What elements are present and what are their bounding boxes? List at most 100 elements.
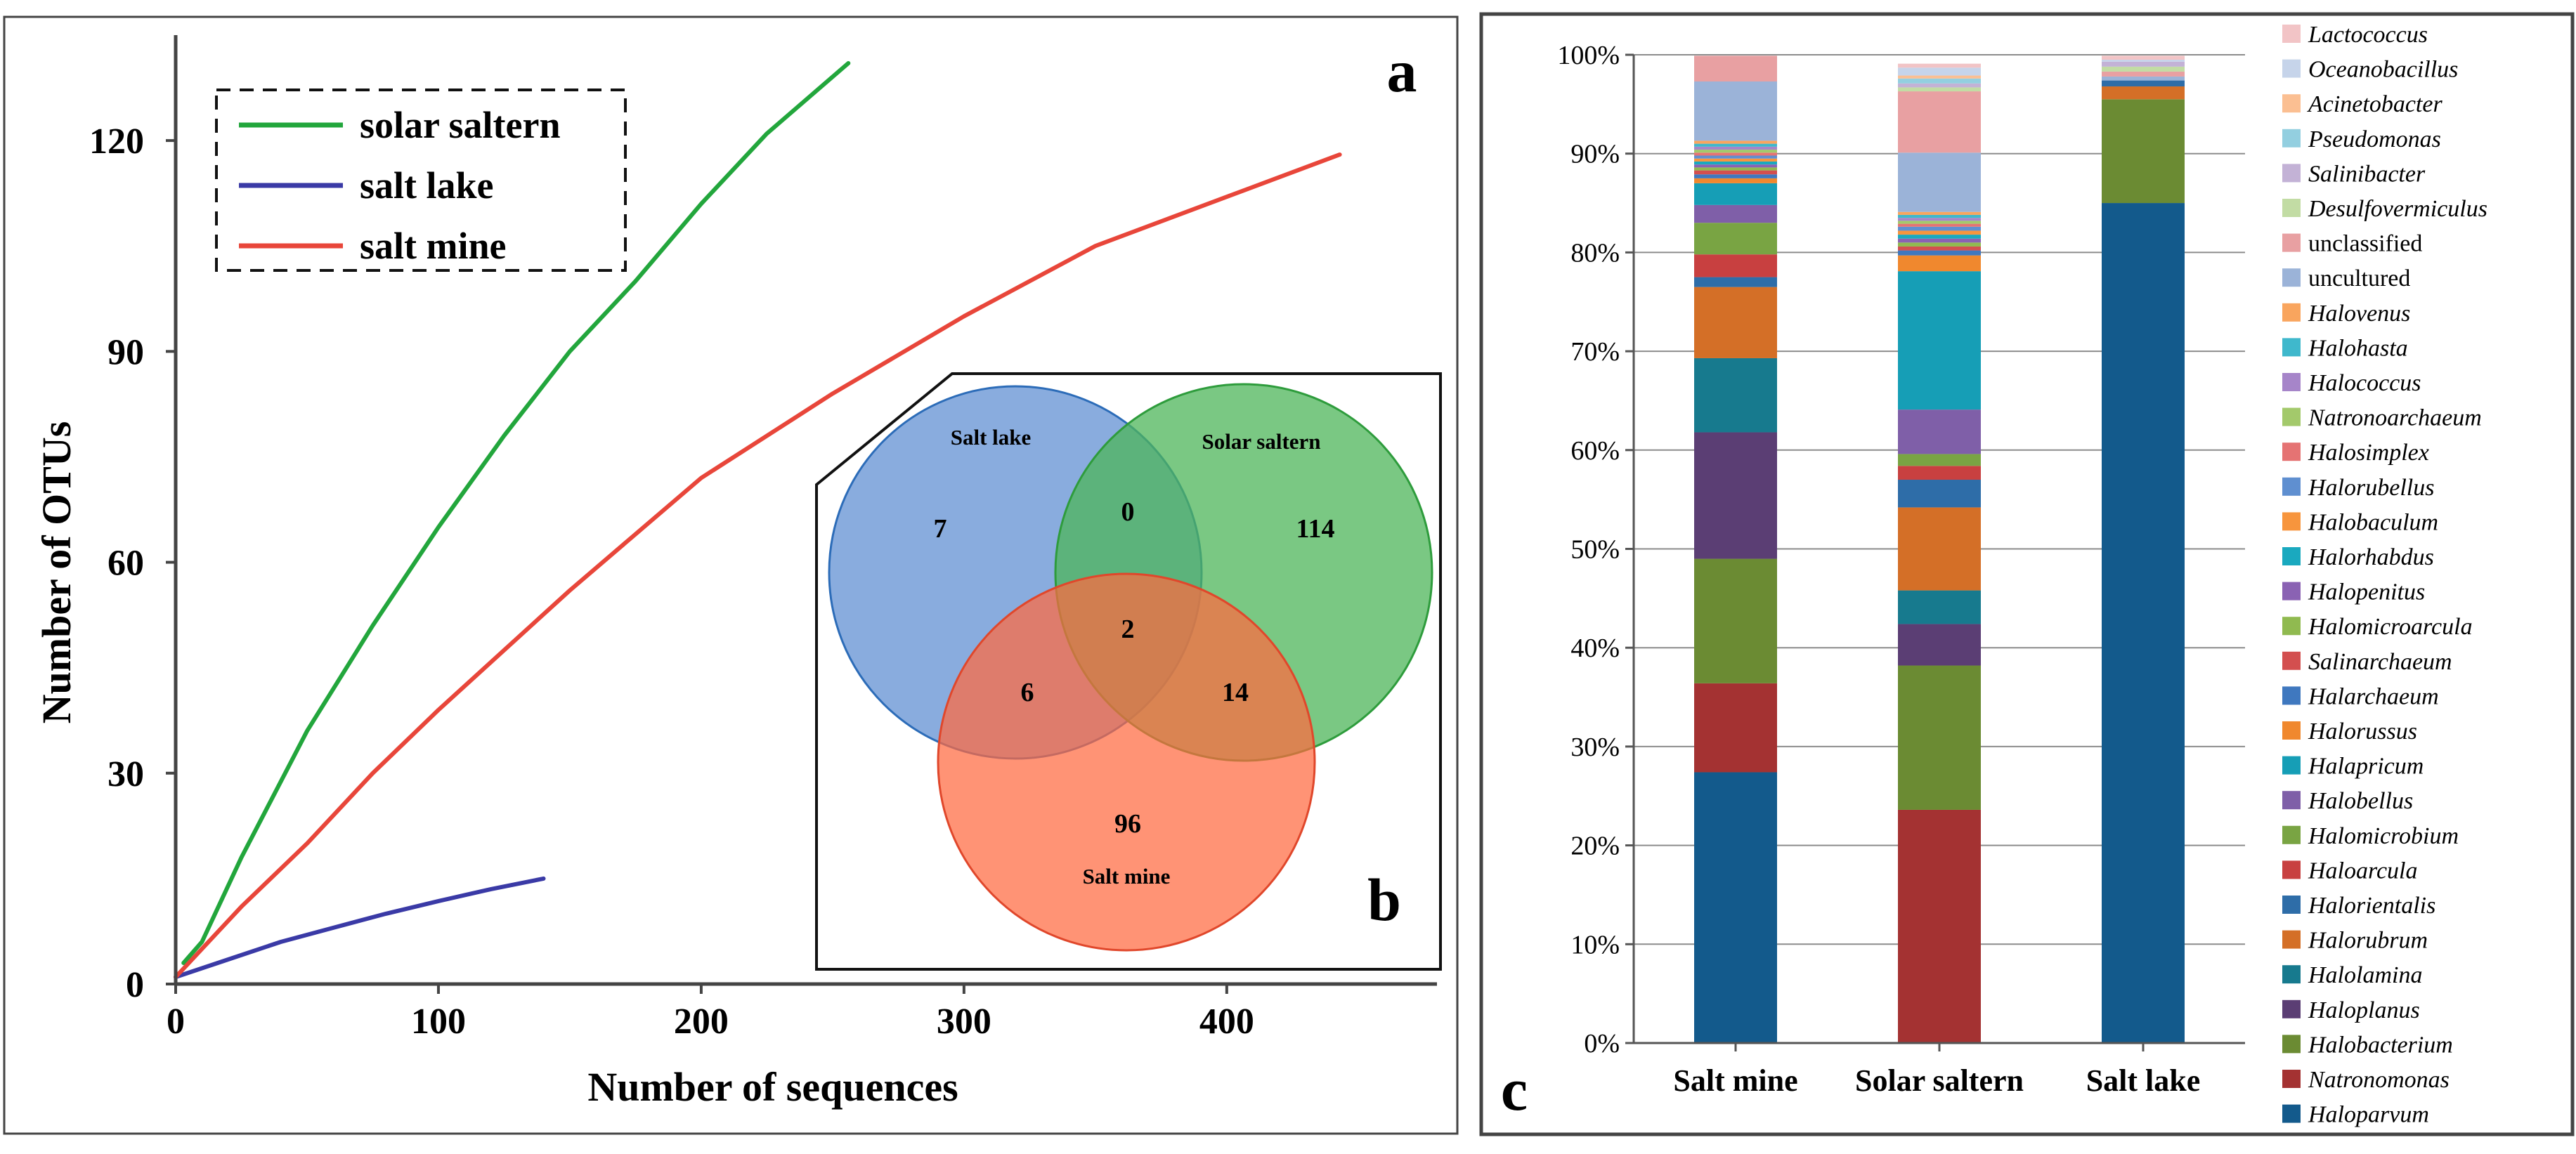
legend-label-halorubellus: Halorubellus <box>2308 475 2434 501</box>
bar-segment-solar-saltern-halohasta <box>1898 214 1981 218</box>
legend-label-unclassified: unclassified <box>2308 231 2422 257</box>
legend-swatch-halopenitus <box>2282 582 2301 601</box>
legend-label-halovenus: Halovenus <box>2308 301 2410 327</box>
legend-swatch-halomicroarcula <box>2282 617 2301 636</box>
legend-swatch-pseudomonas <box>2282 129 2301 147</box>
line-chart-legend <box>215 88 627 272</box>
legend-swatch-haloparvum <box>2282 1104 2301 1123</box>
legend-swatch-lactococcus <box>2282 25 2301 43</box>
legend-swatch-unclassified <box>2282 233 2301 252</box>
y-tick-label: 0 <box>126 965 144 1005</box>
bar-segment-salt-mine-natronomonas <box>1694 683 1777 773</box>
legend-label-pseudomonas: Pseudomonas <box>2308 126 2441 152</box>
y-tick-label: 90 <box>108 332 144 372</box>
y-tick-label: 30% <box>1570 733 1620 762</box>
legend-swatch-haloarcula <box>2282 860 2301 879</box>
bar-segment-salt-mine-halomicroarcula <box>1694 167 1777 171</box>
legend-swatch-salinarchaeum <box>2282 651 2301 670</box>
y-tick-label: 90% <box>1570 140 1620 169</box>
bar-segment-salt-mine-haloarcula <box>1694 254 1777 277</box>
legend-label-halomicroarcula: Halomicroarcula <box>2308 614 2473 640</box>
venn-count-lake-only: 7 <box>934 514 947 544</box>
y-tick-label: 60 <box>108 544 144 584</box>
bar-segment-solar-saltern-unclassified <box>1898 91 1981 153</box>
x-tick-label: Solar saltern <box>1855 1063 2024 1098</box>
bar-segment-solar-saltern-halococcus <box>1898 218 1981 221</box>
bar-segment-solar-saltern-halapricum <box>1898 271 1981 410</box>
bar-segment-solar-saltern-halobaculum <box>1898 230 1981 235</box>
x-tick-label: 400 <box>1199 1002 1254 1042</box>
bar-segment-solar-saltern-acinetobacter <box>1898 75 1981 79</box>
legend-label-halomicrobium: Halomicrobium <box>2308 823 2459 849</box>
bar-segment-solar-saltern-lactococcus <box>1898 63 1981 68</box>
bar-segment-solar-saltern-halorussus <box>1898 255 1981 272</box>
bar-segment-solar-saltern-halobellus <box>1898 409 1981 454</box>
legend-label-haloplanus: Haloplanus <box>2308 997 2420 1023</box>
bar-segment-solar-saltern-oceanobacillus <box>1898 67 1981 76</box>
legend-swatch-acinetobacter <box>2282 94 2301 113</box>
venn-circle-salt-mine <box>937 572 1316 952</box>
y-tick-label: 120 <box>89 122 144 162</box>
y-tick-label: 60% <box>1570 436 1620 466</box>
x-axis-title: Number of sequences <box>587 1064 958 1110</box>
bar-segment-salt-lake-unclassified <box>2102 71 2185 77</box>
legend-label-salinibacter: Salinibacter <box>2308 161 2426 187</box>
legend-label-halorubrum: Halorubrum <box>2308 928 2428 954</box>
legend-label-oceanobacillus: Oceanobacillus <box>2308 57 2458 83</box>
bar-segment-solar-saltern-halorientalis <box>1898 480 1981 508</box>
x-tick-label: Salt mine <box>1673 1063 1797 1098</box>
bar-segment-solar-saltern-haloplanus <box>1898 624 1981 666</box>
bar-segment-salt-mine-halopenitus <box>1694 164 1777 168</box>
bar-segment-salt-mine-halorientalis <box>1694 277 1777 287</box>
legend-label-uncultured: uncultured <box>2308 265 2410 291</box>
legend-swatch-halosimplex <box>2282 442 2301 461</box>
bar-segment-salt-mine-halorhabdus <box>1694 161 1777 165</box>
legend-label-halorussus: Halorussus <box>2308 719 2417 745</box>
bar-segment-solar-saltern-haloarcula <box>1898 466 1981 480</box>
bar-segment-salt-lake-haloparvum <box>2102 203 2185 1043</box>
x-tick-label: Salt lake <box>2086 1063 2201 1098</box>
bar-segment-solar-saltern-natronoarchaeum <box>1898 221 1981 224</box>
legend-label-halobaculum: Halobaculum <box>2308 509 2438 535</box>
legend-label-acinetobacter: Acinetobacter <box>2307 91 2442 117</box>
x-tick-label: 200 <box>674 1002 729 1042</box>
legend-label-halobellus: Halobellus <box>2308 788 2413 814</box>
bar-segment-salt-lake-oceanobacillus <box>2102 60 2185 62</box>
bar-chart-tick-labels: 0% 10% 20% 30% 40% 50% 60% 70% 80% 90% 100% Salt mi… <box>1557 41 2200 1098</box>
legend-label-halarchaeum: Halarchaeum <box>2308 683 2439 709</box>
series-line-solar-saltern <box>181 61 851 965</box>
bar-segment-salt-lake-salinibacter <box>2102 61 2185 67</box>
line-chart-legend-entries: solar saltern salt lake salt mine <box>239 104 560 267</box>
bar-segment-salt-mine-salinarchaeum <box>1694 170 1777 175</box>
x-tick-label: 100 <box>411 1002 466 1042</box>
legend-swatch-natronomonas <box>2282 1070 2301 1088</box>
venn-count-lake-mine: 6 <box>1021 678 1034 707</box>
y-tick-label: 0% <box>1584 1029 1620 1058</box>
bar-segment-salt-mine-unclassified <box>1694 55 1777 81</box>
legend-swatch-salinibacter <box>2282 164 2301 183</box>
y-tick-label: 70% <box>1570 337 1620 367</box>
y-tick-label: 40% <box>1570 634 1620 663</box>
legend-label-halococcus: Halococcus <box>2308 370 2421 396</box>
legend-swatch-halobellus <box>2282 791 2301 810</box>
venn-label-solar-saltern: Solar saltern <box>1202 429 1320 454</box>
bar-segment-salt-mine-halobellus <box>1694 204 1777 223</box>
series-line-salt-lake <box>174 876 546 979</box>
venn-count-lake-saltern: 0 <box>1121 497 1135 527</box>
legend-swatch-uncultured <box>2282 268 2301 287</box>
legend-label-halorhabdus: Halorhabdus <box>2308 544 2434 570</box>
legend-swatch-halorientalis <box>2282 896 2301 914</box>
series-line-salt-mine <box>174 152 1342 979</box>
venn-count-mine-only: 96 <box>1114 809 1141 839</box>
legend-swatch-oceanobacillus <box>2282 59 2301 78</box>
bar-segment-salt-mine-halarchaeum <box>1694 174 1777 178</box>
legend-label-natronoarchaeum: Natronoarchaeum <box>2308 405 2482 431</box>
legend-swatch-halapricum <box>2282 756 2301 775</box>
bar-segment-salt-mine-halobacterium <box>1694 558 1777 683</box>
bar-segment-salt-mine-uncultured <box>1694 81 1777 141</box>
legend-label-halorientalis: Halorientalis <box>2308 893 2435 919</box>
bar-chart-legend: Lactococcus Oceanobacillus Acinetobacter Ps… <box>2282 22 2487 1128</box>
bar-segment-solar-saltern-pseudomonas <box>1898 78 1981 84</box>
bar-segment-solar-saltern-uncultured <box>1898 152 1981 212</box>
